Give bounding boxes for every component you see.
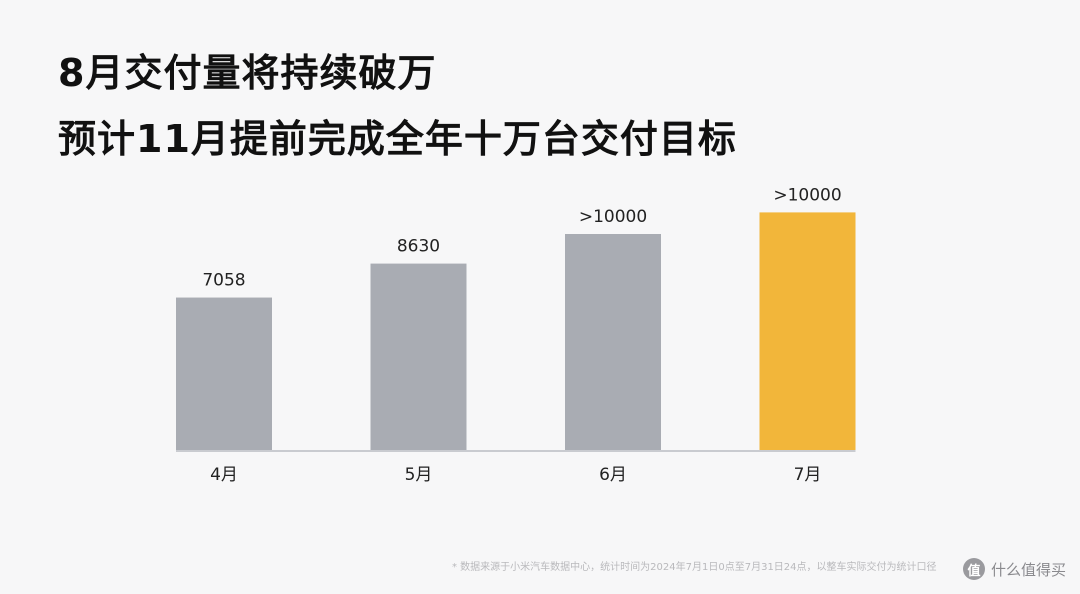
category-label-1: 4月 <box>210 465 238 485</box>
bar-3 <box>565 234 661 450</box>
watermark-logo-icon: 值 <box>962 558 985 580</box>
data-label-4: >10000 <box>773 185 841 205</box>
category-label-3: 6月 <box>599 465 627 485</box>
category-label-4: 7月 <box>794 465 822 485</box>
slide-title-line2: 预计11月提前完成全年十万台交付目标 <box>58 117 737 161</box>
bar-4 <box>759 212 856 450</box>
bar-1 <box>176 297 272 450</box>
data-label-3: >10000 <box>579 207 647 227</box>
watermark: 值 什么值得买 <box>962 558 1066 580</box>
data-label-2: 8630 <box>397 237 440 257</box>
slide-title-line1: 8月交付量将持续破万 <box>58 51 437 95</box>
data-source-footnote: * 数据来源于小米汽车数据中心，统计时间为2024年7月1日0点至7月31日24… <box>452 562 937 573</box>
category-label-2: 5月 <box>405 465 433 485</box>
watermark-text: 什么值得买 <box>990 560 1066 579</box>
data-label-1: 7058 <box>202 271 245 291</box>
bar-2 <box>370 263 467 450</box>
